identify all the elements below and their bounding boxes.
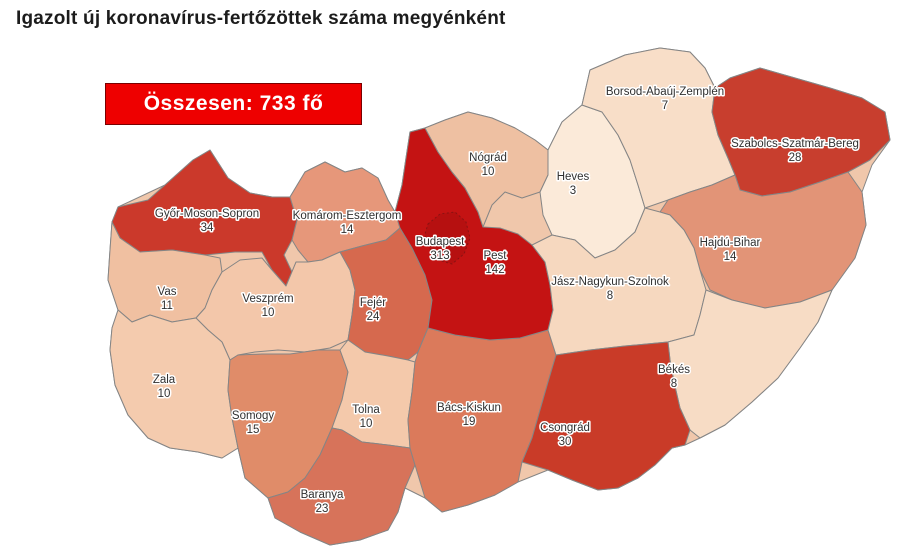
county-value-fejer: 24 (367, 311, 380, 323)
county-value-borsod-abauj-zemplen: 7 (662, 100, 668, 112)
county-value-gyor-moson-sopron: 34 (201, 222, 214, 234)
county-value-baranya: 23 (316, 503, 329, 515)
county-label-zala: Zala (153, 374, 176, 386)
county-value-budapest: 313 (430, 250, 449, 262)
county-labels: Győr-Moson-Sopron 34 Komárom-Esztergom 1… (151, 85, 860, 517)
county-value-pest: 142 (485, 264, 504, 276)
county-value-szabolcs-szatmar-bereg: 28 (789, 152, 802, 164)
county-label-tolna: Tolna (352, 404, 380, 416)
county-label-csongrad: Csongrád (540, 422, 590, 434)
total-badge: Összesen: 733 fő (105, 83, 362, 125)
county-label-bacs-kiskun: Bács-Kiskun (437, 402, 501, 414)
county-value-heves: 3 (570, 185, 576, 197)
county-label-pest: Pest (483, 250, 507, 262)
county-shape-baranya (267, 427, 416, 546)
county-label-fejer: Fejér (360, 297, 386, 309)
county-label-nograd: Nógrád (469, 152, 507, 164)
county-label-hajdu-bihar: Hajdú-Bihar (700, 237, 761, 249)
county-value-csongrad: 30 (559, 436, 572, 448)
county-label-szabolcs-szatmar-bereg: Szabolcs-Szatmár-Bereg (731, 138, 859, 150)
total-badge-label: Összesen: 733 fő (143, 92, 324, 115)
county-label-bekes: Békés (658, 364, 690, 376)
county-label-budapest: Budapest (416, 236, 465, 248)
county-value-bacs-kiskun: 19 (463, 416, 476, 428)
county-label-vas: Vas (158, 286, 177, 298)
county-value-hajdu-bihar: 14 (724, 251, 737, 263)
county-value-komarom-esztergom: 14 (341, 224, 354, 236)
county-value-veszprem: 10 (262, 307, 275, 319)
county-label-borsod-abauj-zemplen: Borsod-Abaúj-Zemplén (606, 86, 724, 98)
page-title: Igazolt új koronavírus-fertőzöttek száma… (16, 8, 506, 29)
county-shape-budapest (424, 211, 471, 265)
county-label-jasz-nagykun-szolnok: Jász-Nagykun-Szolnok (551, 276, 669, 288)
county-label-komarom-esztergom: Komárom-Esztergom (293, 210, 402, 222)
county-label-veszprem: Veszprém (242, 293, 293, 305)
county-shape-bacs-kiskun (407, 327, 557, 513)
county-label-somogy: Somogy (232, 410, 274, 422)
county-value-vas: 11 (161, 300, 173, 312)
county-value-bekes: 8 (671, 378, 677, 390)
county-shape-nograd (424, 111, 549, 228)
county-label-gyor-moson-sopron: Győr-Moson-Sopron (155, 208, 259, 220)
county-value-nograd: 10 (482, 166, 495, 178)
county-shape-csongrad (521, 341, 691, 491)
county-shape-jasz-nagykun-szolnok (531, 207, 707, 356)
county-label-heves: Heves (557, 171, 590, 183)
county-value-tolna: 10 (360, 418, 373, 430)
county-value-jasz-nagykun-szolnok: 8 (607, 290, 613, 302)
county-value-zala: 10 (158, 388, 171, 400)
county-label-baranya: Baranya (301, 489, 344, 501)
county-value-somogy: 15 (247, 424, 260, 436)
